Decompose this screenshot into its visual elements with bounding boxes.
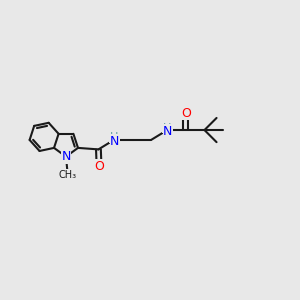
- Text: N: N: [163, 125, 172, 138]
- Text: N: N: [61, 150, 71, 163]
- Text: N: N: [110, 135, 119, 148]
- Text: H: H: [163, 123, 171, 133]
- Text: CH₃: CH₃: [58, 170, 76, 180]
- Text: O: O: [94, 160, 104, 172]
- Text: O: O: [181, 107, 191, 120]
- Text: H: H: [110, 132, 118, 142]
